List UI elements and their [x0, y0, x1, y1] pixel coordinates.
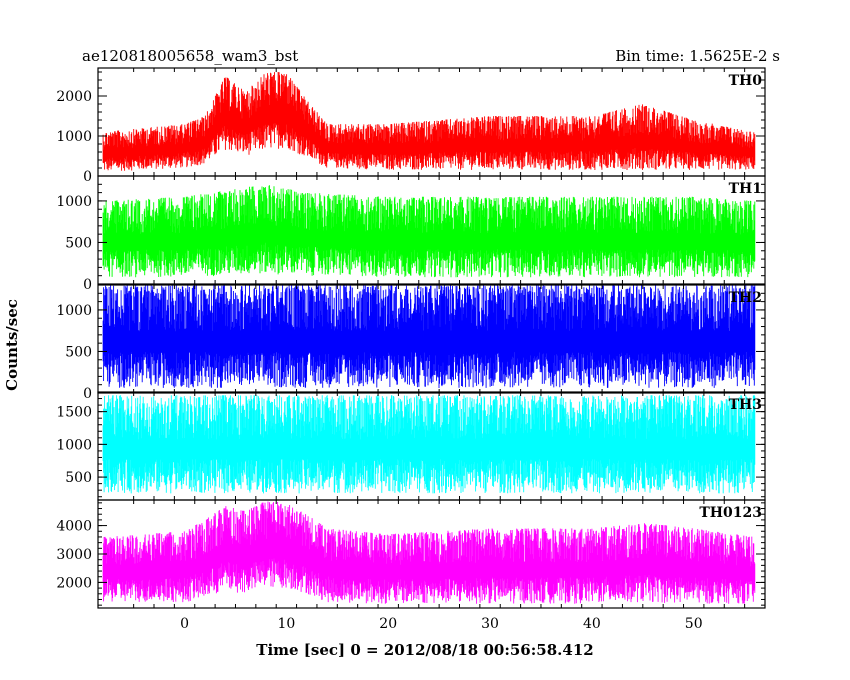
x-tick-label: 0 [180, 616, 189, 632]
panel-label-th2: TH2 [729, 290, 762, 306]
series-th1 [102, 185, 756, 278]
panel-th1: 0 500 1000 TH1 [56, 175, 766, 293]
y-tick-label: 1000 [56, 303, 92, 319]
y-tick-label: 2000 [56, 89, 92, 105]
panel-frame [97, 284, 766, 394]
y-tick-label: 0 [83, 169, 92, 185]
panel-th0: 0 1000 2000 TH0 [56, 67, 766, 185]
x-tick-label: 40 [583, 616, 601, 632]
y-tick-label: 500 [65, 470, 92, 486]
panel-th3: 500 1000 1500 TH3 [56, 391, 766, 501]
y-tick-label: 4000 [56, 519, 92, 535]
series-th3 [102, 395, 756, 494]
series-th2 [102, 285, 756, 388]
y-tick-label: 2000 [56, 575, 92, 591]
x-tick-label: 20 [379, 616, 397, 632]
panel-frame [97, 175, 766, 285]
panel-label-th0123: TH0123 [699, 505, 762, 521]
x-axis-label: Time [sec] 0 = 2012/08/18 00:56:58.412 [256, 641, 593, 659]
y-tick-label: 500 [65, 235, 92, 251]
y-tick-label: 0 [83, 277, 92, 293]
x-tick-label: 10 [277, 616, 295, 632]
y-tick-label: 1000 [56, 129, 92, 145]
panel-th0123: 2000 3000 4000 TH0123 [56, 499, 766, 609]
panel-label-th1: TH1 [729, 181, 762, 197]
y-tick-label: 3000 [56, 547, 92, 563]
series-th0123 [102, 501, 756, 604]
panels-group: 0 1000 2000 TH0 0 500 1000 TH1 0 500 1000 TH2 500 100… [56, 67, 766, 609]
bin-time-label: Bin time: 1.5625E-2 s [615, 47, 780, 65]
series-th0 [102, 72, 756, 171]
y-axis-label: Counts/sec [3, 299, 21, 391]
y-tick-label: 1000 [56, 194, 92, 210]
y-tick-label: 1000 [56, 437, 92, 453]
y-tick-label: 0 [83, 386, 92, 402]
x-axis: 0 10 20 30 40 50 [180, 616, 703, 632]
x-tick-label: 30 [481, 616, 499, 632]
y-tick-label: 1500 [56, 405, 92, 421]
x-tick-label: 50 [685, 616, 703, 632]
y-tick-label: 500 [65, 344, 92, 360]
panel-label-th0: TH0 [729, 73, 763, 89]
panel-label-th3: TH3 [729, 397, 762, 413]
chart-title: ae120818005658_wam3_bst [82, 47, 298, 65]
panel-th2: 0 500 1000 TH2 [56, 284, 766, 402]
